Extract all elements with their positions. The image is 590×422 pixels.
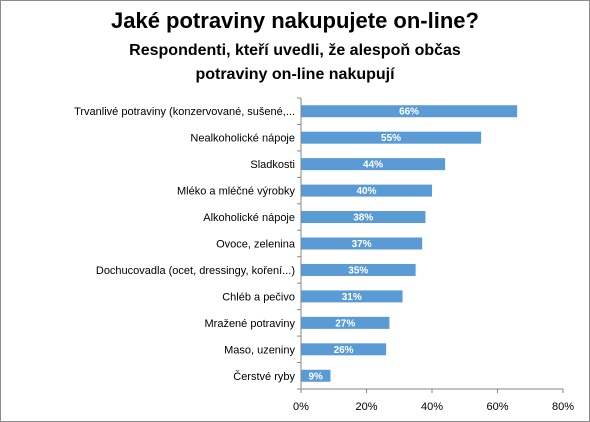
category-label: Ovoce, zelenina xyxy=(216,239,296,251)
bar xyxy=(301,237,423,250)
bar xyxy=(301,158,446,171)
category-label: Čerstvé ryby xyxy=(233,370,295,383)
x-tick-label: 0% xyxy=(293,401,309,413)
data-label: 9% xyxy=(309,371,324,382)
category-label: Alkoholické nápoje xyxy=(203,212,295,224)
category-label: Maso, uzeniny xyxy=(224,344,295,356)
data-label: 35% xyxy=(348,265,368,276)
bar xyxy=(301,263,416,276)
chart-subtitle-line-2: potraviny on-line nakupují xyxy=(195,66,395,83)
category-label: Nealkoholické nápoje xyxy=(190,133,295,145)
category-label: Sladkosti xyxy=(250,159,295,171)
bar xyxy=(301,105,518,118)
bar xyxy=(301,343,387,356)
bar xyxy=(301,316,390,329)
data-label: 40% xyxy=(356,186,376,197)
category-label: Trvanlivé potraviny (konzervované, sušen… xyxy=(74,106,295,118)
data-label: 27% xyxy=(335,318,355,329)
category-label: Mražené potraviny xyxy=(205,318,296,330)
data-label: 26% xyxy=(334,345,354,356)
category-label: Dochucovadla (ocet, dressingy, koření...… xyxy=(96,265,295,277)
bar xyxy=(301,211,426,224)
data-label: 38% xyxy=(353,213,373,224)
data-label: 66% xyxy=(399,107,419,118)
category-label: Mléko a mléčné výrobky xyxy=(177,186,295,198)
chart-subtitle-line-1: Respondenti, kteří uvedli, že alespoň ob… xyxy=(129,42,461,59)
bar xyxy=(301,184,432,197)
data-label: 31% xyxy=(342,292,362,303)
bar xyxy=(301,369,331,382)
x-tick-label: 60% xyxy=(486,401,508,413)
x-tick-label: 40% xyxy=(421,401,443,413)
x-tick-label: 80% xyxy=(552,401,574,413)
x-tick-label: 20% xyxy=(355,401,377,413)
chart-title: Jaké potraviny nakupujete on-line? xyxy=(111,8,479,33)
data-label: 37% xyxy=(352,239,372,250)
category-label: Chléb a pečivo xyxy=(222,291,295,303)
bar xyxy=(301,131,482,144)
bar xyxy=(301,290,403,303)
data-label: 55% xyxy=(381,133,401,144)
data-label: 44% xyxy=(363,160,383,171)
